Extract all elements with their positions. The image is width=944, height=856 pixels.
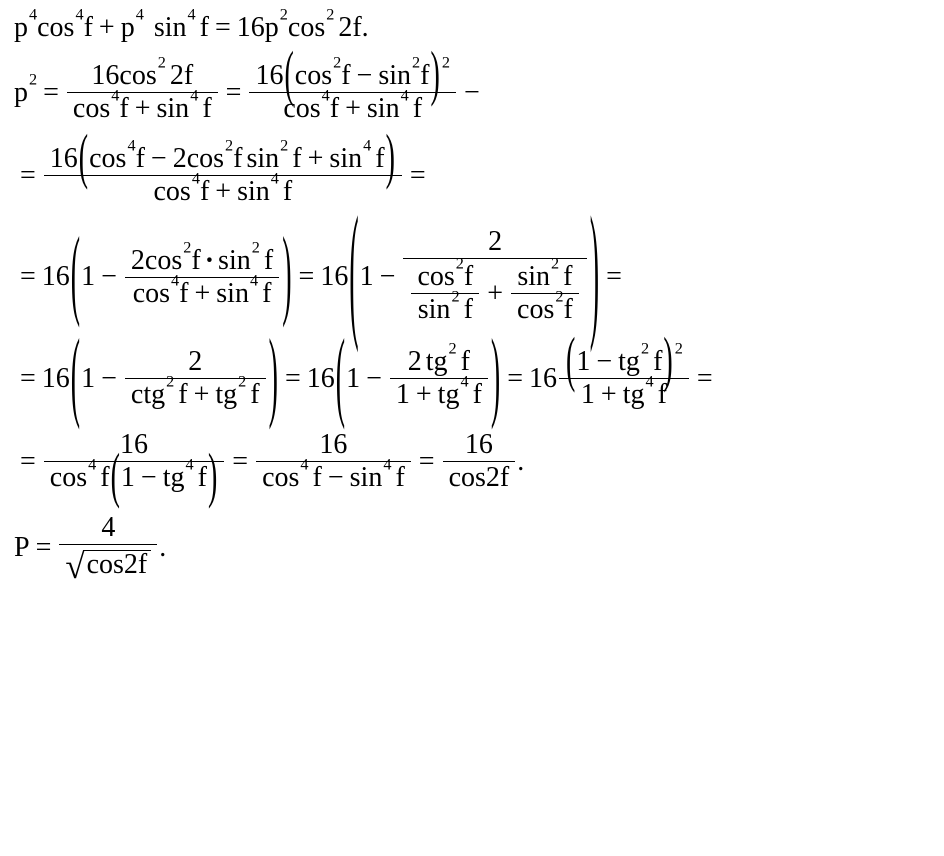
math-derivation: p 4 cos 4 f + p 4 sin 4 f = 16 p 2 cos 2 — [0, 0, 944, 598]
frac-sin2-over-cos2: sin2f cos2f — [511, 261, 579, 326]
line-4: = 16 ( 1 − 2 cos2f · sin2f cos4f + sin4f — [14, 226, 930, 328]
p-2: p 2 — [14, 79, 37, 107]
line-3: = 16 ( cos4f − 2 cos2f sin2f + sin4f ) — [14, 143, 930, 208]
sqrt-cos2f: √ cos2f — [65, 547, 151, 582]
frac-16paren-sq: 16 ( cos2f − sin2f ) 2 cos4f + sin4f — [249, 60, 456, 125]
line-6: = 16 cos4f ( 1 − tg4f ) = 16 cos4f − — [14, 429, 930, 494]
paren-2: ( 1 − 2 cos2f sin2f + — [348, 226, 600, 328]
cos2-2f: cos 2 — [288, 14, 334, 42]
line-1: p 4 cos 4 f + p 4 sin 4 f = 16 p 2 cos 2 — [14, 14, 930, 42]
frac-expanded: 16 ( cos4f − 2 cos2f sin2f + sin4f ) cos… — [44, 143, 402, 208]
line-7: P = 4 √ cos2f . — [14, 512, 930, 584]
cos4f: cos 4 — [37, 14, 83, 42]
line-5: = 16 ( 1 − 2 ctg2f + tg2f ) = 16 ( 1 − — [14, 346, 930, 411]
line-2: p 2 = 16 cos2 2f cos4f + sin4f = 16 ( — [14, 60, 930, 125]
p-4: p 4 — [14, 14, 37, 42]
frac-16cos22f-over-c4s4: 16 cos2 2f cos4f + sin4f — [67, 60, 218, 125]
sin4f: sin 4 — [154, 14, 196, 42]
p-2: p 2 — [265, 14, 288, 42]
paren-cos2f-minus-sin2f-sq: ( cos2f − sin2f ) 2 — [283, 62, 450, 90]
p-4: p 4 — [121, 14, 144, 42]
frac-cos2-over-sin2: cos2f sin2f — [411, 261, 479, 326]
paren-1: ( 1 − 2 cos2f · sin2f cos4f + sin4f ) — [70, 245, 293, 310]
